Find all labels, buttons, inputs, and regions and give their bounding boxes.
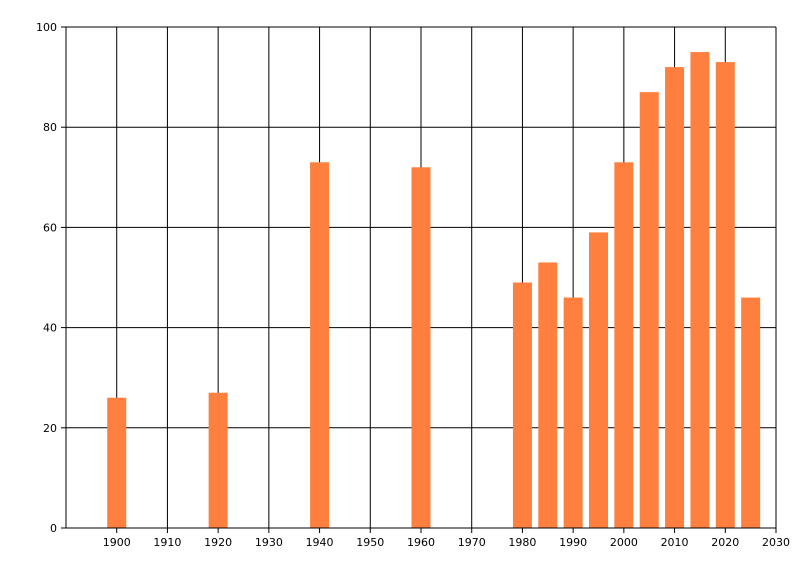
x-tick-label: 1960 bbox=[407, 536, 435, 549]
bar bbox=[589, 232, 608, 528]
y-tick-label: 80 bbox=[43, 121, 57, 134]
x-tick-label: 1910 bbox=[153, 536, 181, 549]
x-tick-label: 1930 bbox=[255, 536, 283, 549]
x-tick-label: 1980 bbox=[508, 536, 536, 549]
y-tick-label: 60 bbox=[43, 221, 57, 234]
bar bbox=[310, 162, 330, 528]
y-tick-label: 20 bbox=[43, 422, 57, 435]
bar bbox=[107, 397, 127, 528]
bar bbox=[208, 392, 228, 528]
y-tick-label: 0 bbox=[50, 522, 57, 535]
bar bbox=[741, 297, 761, 528]
x-tick-label: 1990 bbox=[559, 536, 587, 549]
bar bbox=[512, 282, 532, 528]
bar bbox=[614, 162, 634, 528]
x-tick-label: 1950 bbox=[356, 536, 384, 549]
x-tick-label: 1940 bbox=[306, 536, 334, 549]
y-tick-label: 40 bbox=[43, 322, 57, 335]
y-tick-label: 100 bbox=[36, 21, 57, 34]
bar bbox=[665, 67, 685, 528]
x-tick-label: 2000 bbox=[610, 536, 638, 549]
x-tick-label: 1970 bbox=[458, 536, 486, 549]
x-tick-label: 1920 bbox=[204, 536, 232, 549]
x-tick-label: 2010 bbox=[661, 536, 689, 549]
bar bbox=[690, 52, 710, 529]
bar bbox=[639, 92, 659, 528]
bar bbox=[715, 62, 735, 528]
bar bbox=[411, 167, 431, 528]
bar bbox=[563, 297, 583, 528]
x-tick-label: 1900 bbox=[103, 536, 131, 549]
x-tick-label: 2020 bbox=[711, 536, 739, 549]
bar bbox=[538, 262, 558, 528]
x-tick-label: 2030 bbox=[762, 536, 790, 549]
